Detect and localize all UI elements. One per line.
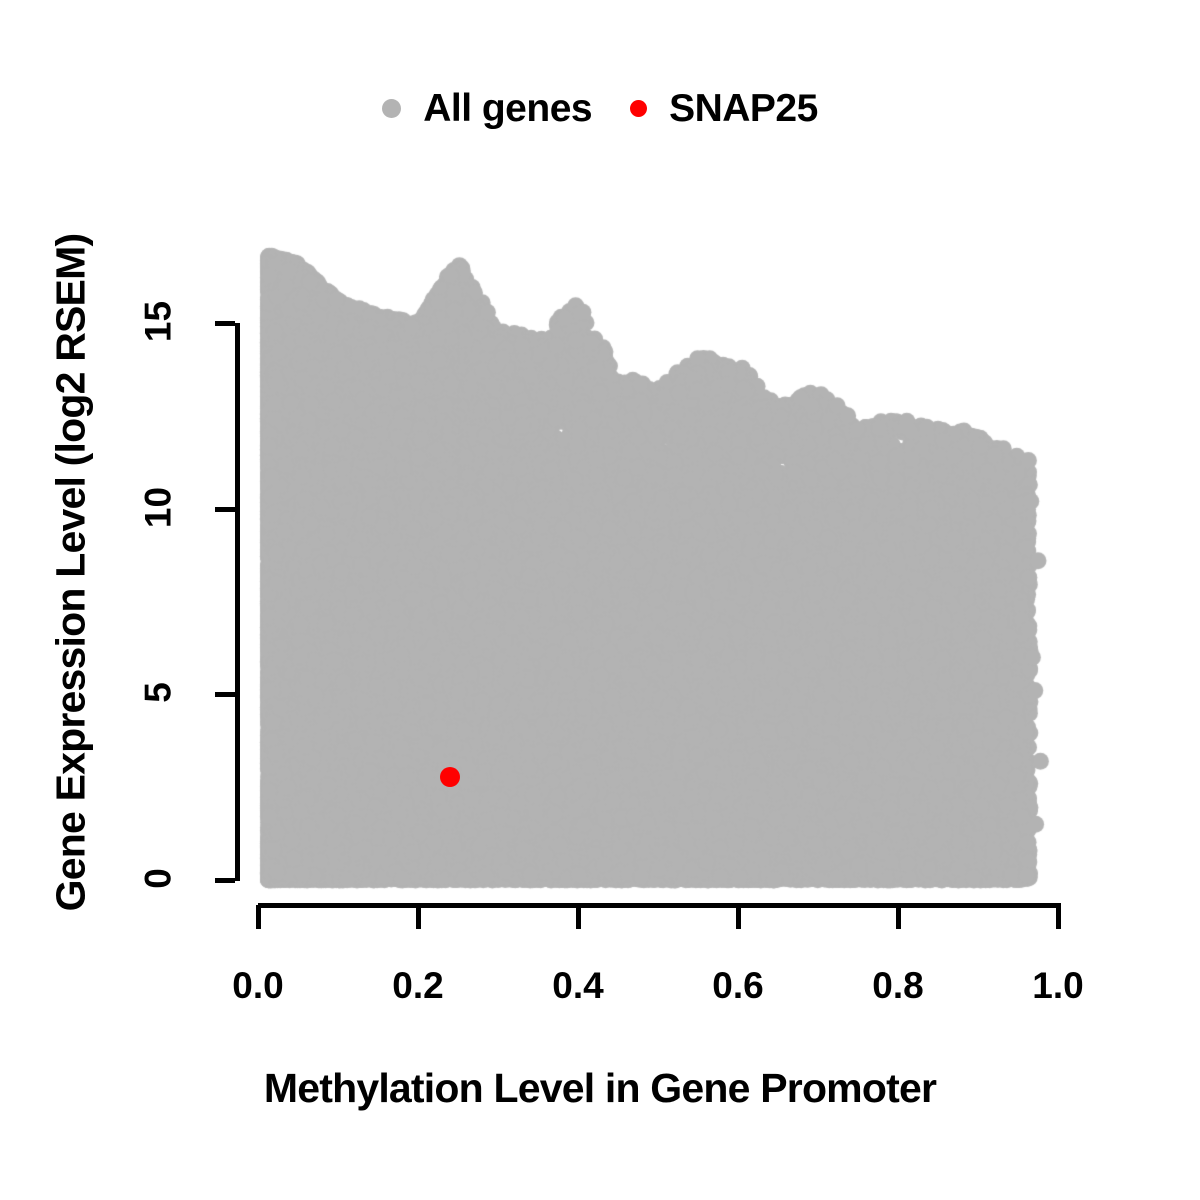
- snap25-highlight-point: [440, 766, 460, 787]
- y-axis-line: [235, 323, 240, 881]
- y-axis-title: Gene Expression Level (log2 RSEM): [47, 233, 94, 912]
- x-axis-tick-label: 0.0: [232, 965, 284, 1006]
- x-axis-tick-label: 0.2: [392, 965, 444, 1006]
- x-axis-tick-label: 0.6: [712, 965, 764, 1006]
- x-axis-title: Methylation Level in Gene Promoter: [263, 1065, 937, 1111]
- x-axis-tick: [416, 905, 421, 929]
- y-axis-tick: [215, 878, 235, 883]
- x-axis-tick-label: 0.4: [552, 965, 604, 1006]
- y-axis-tick-label: 0: [137, 868, 179, 889]
- x-axis-tick: [896, 905, 901, 929]
- y-axis-tick-label: 15: [137, 300, 179, 343]
- x-axis-tick: [736, 905, 741, 929]
- x-axis-tick: [576, 905, 581, 929]
- y-axis-tick: [215, 321, 235, 326]
- y-axis-tick: [215, 692, 235, 698]
- x-axis-tick-label: 1.0: [1032, 965, 1084, 1006]
- y-axis-tick: [215, 506, 235, 512]
- x-axis-line: [258, 903, 1061, 908]
- y-axis-tick-label: 10: [137, 486, 179, 528]
- x-axis-tick: [256, 905, 261, 929]
- x-axis-tick-label: 0.8: [872, 965, 924, 1006]
- x-axis-tick: [1056, 905, 1061, 929]
- y-axis-tick-label: 5: [137, 682, 179, 704]
